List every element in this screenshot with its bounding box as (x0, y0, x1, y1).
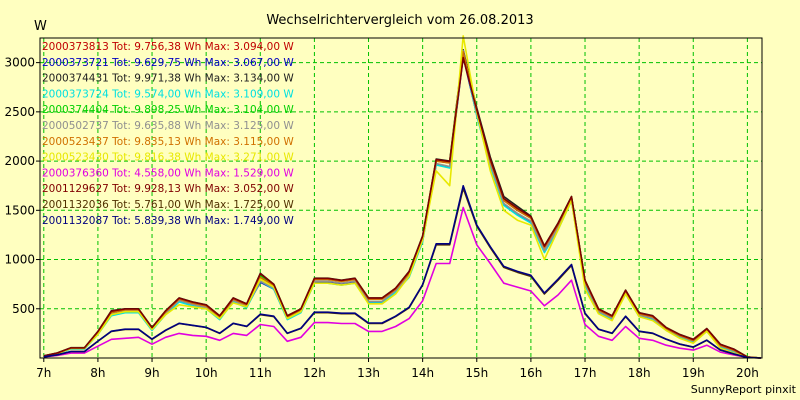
legend-entry-2000523437: 2000523437 Tot: 9.835,13 Wh Max: 3.115,0… (42, 136, 294, 148)
chart-title: Wechselrichtervergleich vom 26.08.2013 (266, 13, 533, 28)
legend-entry-2001132036: 2001132036 Tot: 5.761,00 Wh Max: 1.725,0… (42, 199, 294, 211)
legend-entry-2000374404: 2000374404 Tot: 9.898,25 Wh Max: 3.104,0… (42, 104, 294, 116)
legend-entry-2001132087: 2001132087 Tot: 5.839,38 Wh Max: 1.749,0… (42, 215, 294, 227)
legend-entry-2000374431: 2000374431 Tot: 9.971,38 Wh Max: 3.134,0… (42, 73, 294, 85)
legend-entry-2000373813: 2000373813 Tot: 9.756,38 Wh Max: 3.094,0… (42, 41, 294, 53)
x-axis-ticks: 7h 8h 9h 10h 11h 12h 13h 14h 15h 16h 17h 18h 19h 20h (36, 358, 759, 380)
legend-entry-2000502737: 2000502737 Tot: 9.635,88 Wh Max: 3.125,0… (42, 120, 294, 132)
x-tick-label: 12h (303, 366, 326, 380)
plot-frame (39, 37, 763, 359)
x-tick-label: 10h (195, 366, 218, 380)
series-line-2000376360 (43, 206, 761, 359)
y-tick-label: 500 (12, 302, 35, 316)
x-tick-label: 16h (519, 366, 542, 380)
x-tick-label: 11h (249, 366, 272, 380)
x-tick-label: 13h (357, 366, 380, 380)
y-tick-label: 1000 (4, 253, 35, 267)
x-tick-label: 18h (628, 366, 651, 380)
y-tick-label: 2500 (4, 105, 35, 119)
series-line-2001132087 (43, 185, 761, 359)
x-tick-label: 20h (736, 366, 759, 380)
legend-entry-2000523430: 2000523430 Tot: 9.816,38 Wh Max: 3.271,0… (42, 152, 294, 164)
x-tick-label: 14h (411, 366, 434, 380)
y-tick-label: 3000 (4, 56, 35, 70)
x-tick-label: 9h (144, 366, 159, 380)
x-tick-label: 15h (465, 366, 488, 380)
series-line-2000523430 (43, 35, 761, 359)
legend: 2000373813 Tot: 9.756,38 Wh Max: 3.094,0… (42, 41, 294, 227)
series-lines (43, 35, 761, 359)
x-tick-label: 7h (36, 366, 51, 380)
x-tick-label: 17h (574, 366, 597, 380)
y-tick-label: 2000 (4, 154, 35, 168)
series-line-2001132036 (43, 187, 761, 359)
legend-entry-2000376360: 2000376360 Tot: 4.558,00 Wh Max: 1.529,0… (42, 167, 294, 179)
legend-entry-2000373721: 2000373721 Tot: 9.629,75 Wh Max: 3.067,0… (42, 57, 294, 69)
x-tick-label: 19h (682, 366, 705, 380)
grid (40, 38, 762, 358)
y-axis-unit-label: W (34, 19, 47, 34)
legend-entry-2000373724: 2000373724 Tot: 9.574,00 Wh Max: 3.109,0… (42, 88, 294, 100)
y-axis-ticks: 500 1000 1500 2000 2500 3000 (4, 56, 40, 316)
series-line-2001129627 (43, 56, 761, 359)
footer-credit: SunnyReport pinxit (691, 383, 797, 396)
legend-entry-2001129627: 2001129627 Tot: 9.928,13 Wh Max: 3.052,0… (42, 183, 294, 195)
x-tick-label: 8h (90, 366, 105, 380)
y-tick-label: 1500 (4, 203, 35, 217)
